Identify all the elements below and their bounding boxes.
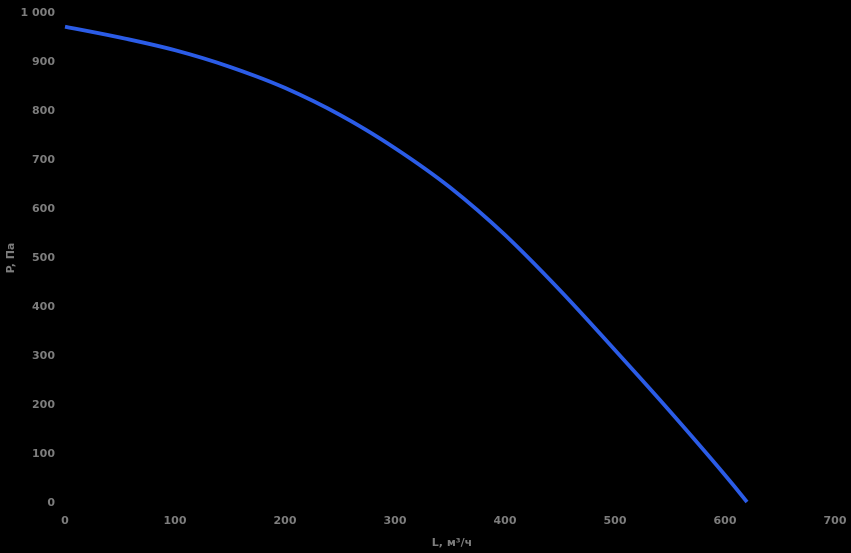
x-axis-title: L, м³/ч (432, 536, 472, 549)
x-tick-label: 300 (384, 514, 407, 527)
x-axis-tick-labels: 0 100 200 300 400 500 600 700 (61, 514, 847, 527)
y-tick-label: 700 (32, 153, 55, 166)
y-tick-label: 1 000 (21, 6, 56, 19)
x-tick-label: 700 (824, 514, 847, 527)
x-tick-label: 200 (274, 514, 297, 527)
y-tick-label: 0 (47, 496, 55, 509)
x-tick-label: 0 (61, 514, 69, 527)
y-tick-label: 400 (32, 300, 55, 313)
pressure-flow-curve (64, 24, 749, 504)
y-tick-label: 100 (32, 447, 55, 460)
y-tick-label: 500 (32, 251, 55, 264)
y-tick-label: 900 (32, 55, 55, 68)
x-tick-label: 600 (714, 514, 737, 527)
x-tick-label: 400 (494, 514, 517, 527)
y-tick-label: 600 (32, 202, 55, 215)
y-axis-title: P, Па (4, 243, 17, 274)
x-tick-label: 100 (164, 514, 187, 527)
y-tick-label: 300 (32, 349, 55, 362)
y-tick-label: 200 (32, 398, 55, 411)
x-tick-label: 500 (604, 514, 627, 527)
y-tick-label: 800 (32, 104, 55, 117)
y-axis-tick-labels: 0 100 200 300 400 500 600 700 800 900 1 000 (21, 6, 56, 509)
